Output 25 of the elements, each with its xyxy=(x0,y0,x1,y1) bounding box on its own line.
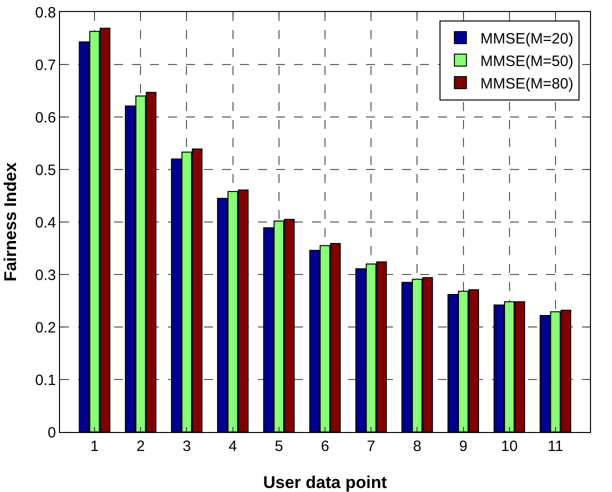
x-tick-label: 4 xyxy=(228,438,237,455)
x-tick-label: 10 xyxy=(501,438,518,455)
x-tick-label: 8 xyxy=(413,438,422,455)
x-tick-label: 5 xyxy=(274,438,284,455)
legend-label: MMSE(M=80) xyxy=(480,76,574,92)
x-tick-label: 7 xyxy=(366,438,376,455)
x-tick-label: 6 xyxy=(320,438,330,455)
y-tick-label: 0.1 xyxy=(35,372,56,389)
y-tick-label: 0.6 xyxy=(35,109,56,126)
y-tick-label: 0 xyxy=(48,424,56,442)
x-tick-label: 9 xyxy=(459,438,468,455)
y-tick-label: 0.2 xyxy=(35,319,56,336)
y-tick-label: 0.5 xyxy=(35,162,56,179)
y-tick-label: 0.7 xyxy=(35,56,56,74)
y-tick-label: 0.3 xyxy=(35,266,56,284)
legend-label: MMSE(M=20) xyxy=(480,30,574,48)
y-axis-title: Fairness Index xyxy=(1,162,20,282)
legend-label: MMSE(M=50) xyxy=(480,53,574,70)
x-tick-label: 2 xyxy=(136,438,145,455)
x-tick-label: 11 xyxy=(548,438,564,455)
x-tick-label: 1 xyxy=(90,438,99,455)
y-tick-label: 0.8 xyxy=(35,4,56,22)
x-tick-label: 3 xyxy=(182,438,191,455)
y-tick-label: 0.4 xyxy=(35,214,56,232)
x-axis-title: User data point xyxy=(263,473,388,492)
